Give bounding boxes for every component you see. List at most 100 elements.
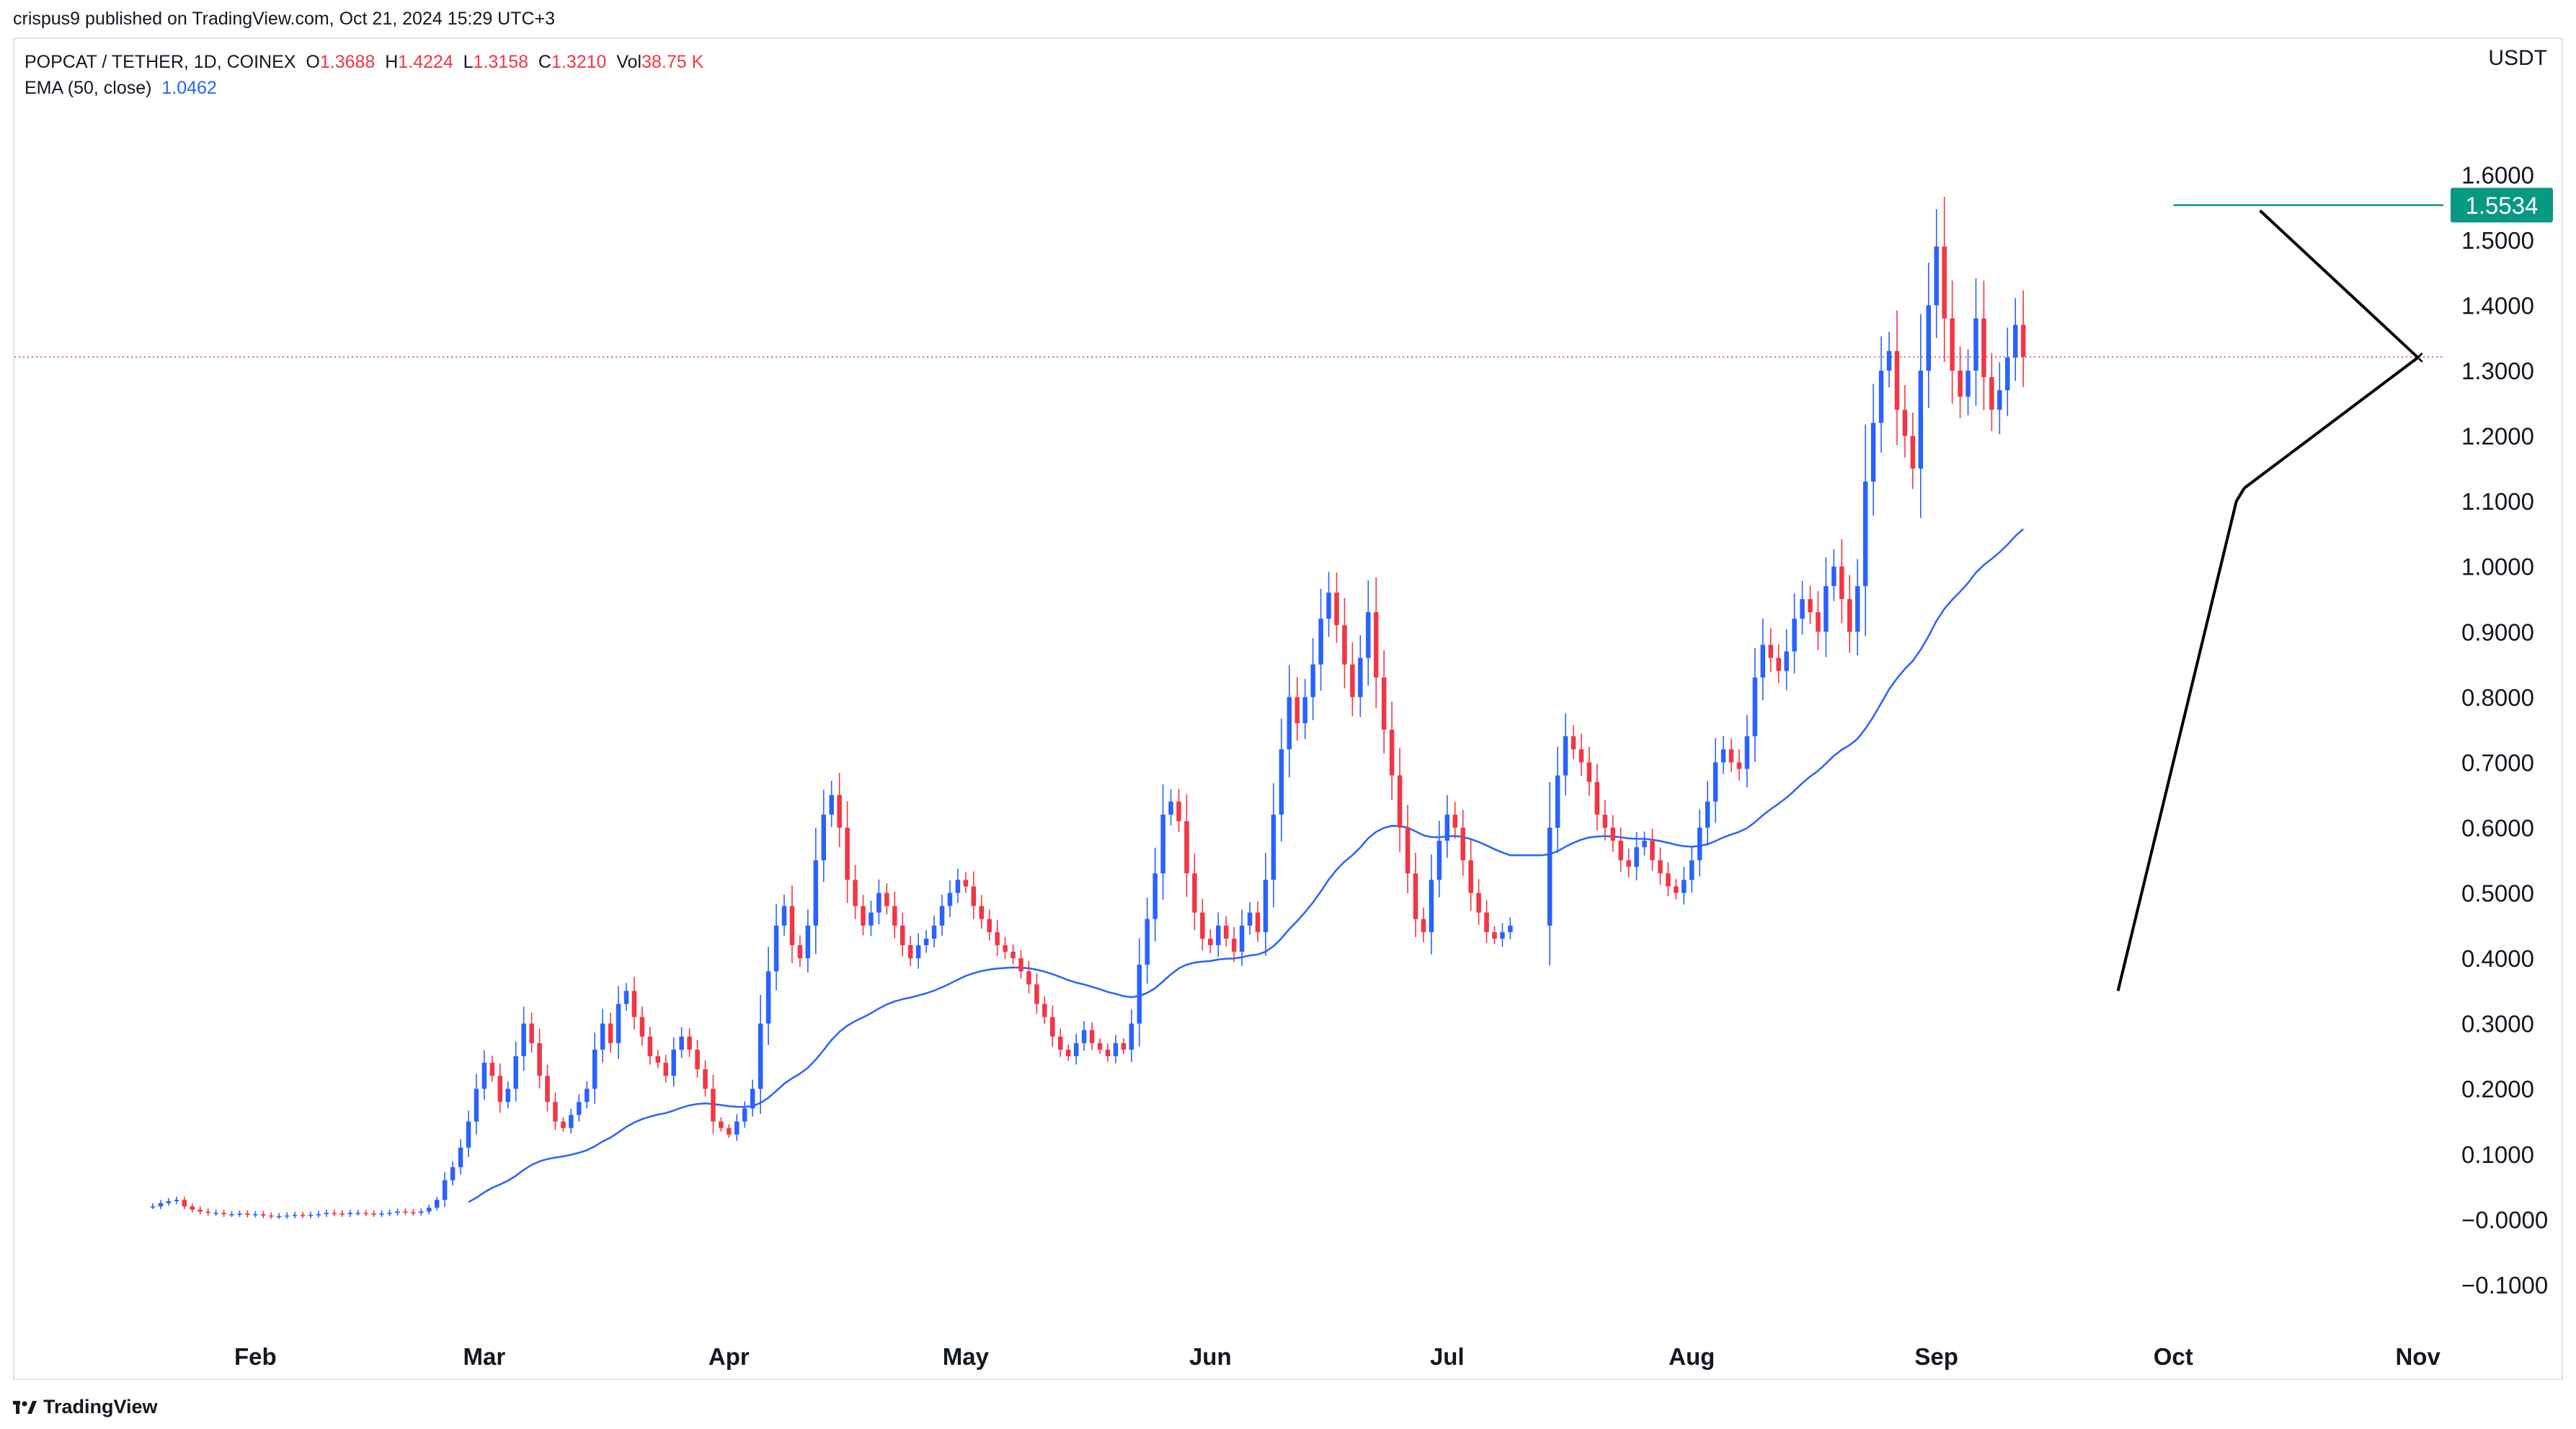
candle xyxy=(1578,733,1584,777)
candle xyxy=(1618,827,1623,872)
y-axis: 1.6000 1.5000 1.4000 1.3000 1.2000 1.1000 1.00… xyxy=(2461,162,2548,1299)
candle xyxy=(419,1208,424,1216)
candle xyxy=(387,1209,392,1216)
candle-body xyxy=(1658,860,1663,874)
candle-body xyxy=(1003,944,1008,952)
candle-body xyxy=(829,795,834,815)
candle-body xyxy=(1231,938,1237,952)
candle xyxy=(789,885,795,964)
candle-body xyxy=(347,1213,352,1215)
ema-row: EMA (50, close) 1.0462 xyxy=(25,75,703,101)
candle-body xyxy=(379,1213,384,1215)
y-tick-label: 1.2000 xyxy=(2461,423,2534,450)
trendline xyxy=(2259,209,2420,359)
open-label: O xyxy=(306,52,320,72)
trendline xyxy=(2243,356,2419,490)
candle xyxy=(765,947,771,1045)
candle xyxy=(1381,650,1387,753)
candle xyxy=(1847,575,1852,653)
y-tick-label: −0.0000 xyxy=(2461,1206,2548,1233)
candle-body xyxy=(521,1023,526,1056)
candle-body xyxy=(979,906,984,919)
candle-body xyxy=(585,1089,590,1102)
candle xyxy=(1168,789,1173,826)
candle-body xyxy=(1160,814,1165,874)
candle-body xyxy=(1239,925,1245,952)
candle-body xyxy=(1555,775,1560,828)
candle xyxy=(1555,746,1560,853)
candle-body xyxy=(213,1213,218,1214)
candle-body xyxy=(481,1062,487,1089)
candle-body xyxy=(1026,971,1031,985)
candle-body xyxy=(1397,775,1403,828)
candle-body xyxy=(1279,749,1284,815)
candle xyxy=(213,1209,218,1216)
candle xyxy=(1752,647,1758,762)
candle xyxy=(703,1060,708,1097)
candle-body xyxy=(758,1023,763,1089)
candle-body xyxy=(1081,1030,1087,1043)
candle xyxy=(1334,572,1339,643)
candle-body xyxy=(963,880,969,887)
candle-body xyxy=(1184,820,1189,874)
candle-body xyxy=(1594,782,1600,815)
candle xyxy=(1642,831,1647,856)
candle-body xyxy=(1413,873,1418,919)
candle-body xyxy=(1958,371,1963,397)
candle xyxy=(1018,950,1023,979)
candle-body xyxy=(205,1211,210,1213)
candle-body xyxy=(900,925,905,945)
candle-body xyxy=(411,1212,416,1213)
candle-body xyxy=(679,1036,684,1050)
candle-body xyxy=(1508,925,1513,932)
candle xyxy=(1065,1044,1071,1061)
candle-body xyxy=(537,1043,542,1076)
candle-body xyxy=(955,880,961,893)
candle-body xyxy=(1263,880,1269,932)
candle xyxy=(221,1209,226,1217)
candle xyxy=(497,1063,503,1113)
candle-body xyxy=(1744,736,1750,769)
candle-body xyxy=(1547,827,1553,926)
candle-body xyxy=(1674,886,1679,893)
publish-info: crispus9 published on TradingView.com, O… xyxy=(13,9,556,29)
candle xyxy=(1137,938,1142,1047)
candle-body xyxy=(253,1214,258,1216)
currency-label[interactable]: USDT xyxy=(2488,46,2547,70)
candle-body xyxy=(1358,658,1363,697)
candle xyxy=(1736,749,1742,781)
candle-body xyxy=(1926,305,1931,371)
candle xyxy=(616,986,621,1059)
candle xyxy=(1476,879,1481,925)
ema-value: 1.0462 xyxy=(161,78,217,98)
candle-body xyxy=(1776,658,1781,671)
candle-body xyxy=(1366,612,1371,658)
volume-value: 38.75 K xyxy=(641,52,704,72)
candle-body xyxy=(1760,645,1766,678)
candle xyxy=(197,1206,203,1215)
candle-body xyxy=(1121,1043,1127,1050)
candle xyxy=(884,883,889,915)
x-tick-label: Feb xyxy=(234,1343,277,1370)
high-label: H xyxy=(385,52,399,72)
candle-body xyxy=(387,1213,392,1214)
candle-body xyxy=(892,906,897,926)
ema-label[interactable]: EMA (50, close) xyxy=(25,78,152,98)
candle-body xyxy=(434,1200,440,1208)
symbol-label[interactable]: POPCAT / TETHER, 1D, COINEX xyxy=(25,52,296,72)
candle xyxy=(1966,349,1971,416)
candle-body xyxy=(466,1121,471,1148)
candle-body xyxy=(1492,932,1497,939)
candle xyxy=(1034,973,1039,1014)
candle-body xyxy=(1847,598,1852,632)
candle xyxy=(829,781,834,828)
candle xyxy=(1050,1005,1055,1047)
candle-body xyxy=(1720,749,1726,763)
candle xyxy=(1586,746,1592,796)
candle xyxy=(1145,897,1150,984)
candle xyxy=(797,935,803,967)
y-tick-label: 1.4000 xyxy=(2461,292,2534,319)
candle xyxy=(521,1007,526,1071)
close-value: 1.3210 xyxy=(551,52,607,72)
